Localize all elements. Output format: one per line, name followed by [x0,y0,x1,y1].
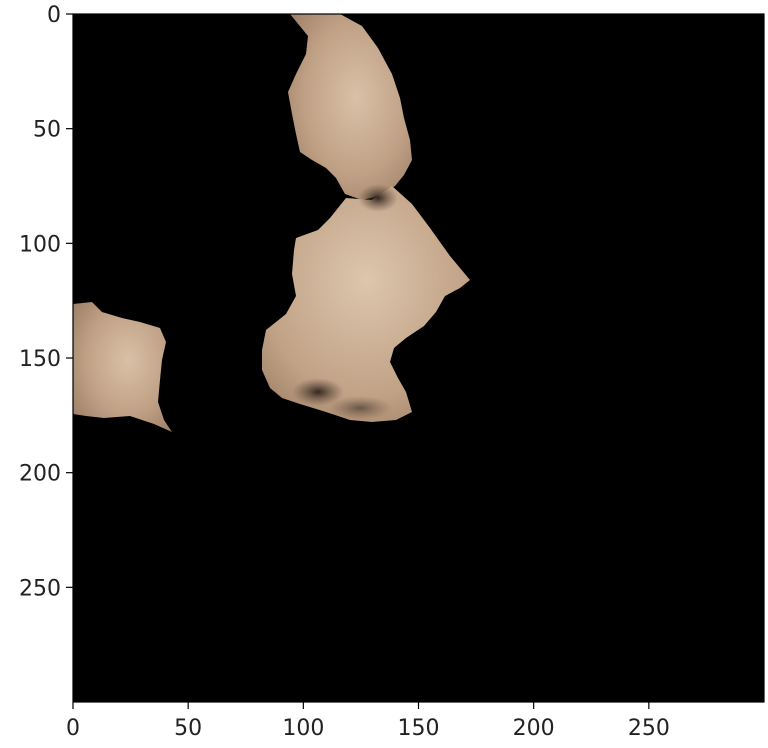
x-tick-label: 100 [282,716,324,741]
x-tick-label: 200 [513,716,555,741]
y-tick-label: 200 [19,462,61,487]
skin-region-upper [288,14,412,200]
y-tick-label: 250 [19,576,61,601]
skin-region-lower [262,186,470,422]
y-tick-label: 150 [19,347,61,372]
x-tick-label: 50 [174,716,202,741]
shadow-patch [328,396,392,420]
y-tick-label: 0 [47,3,61,28]
shadow-patch [358,184,398,212]
x-tick-label: 250 [628,716,670,741]
skin-region-left [73,302,172,432]
y-axis: 0 50 100 150 200 250 [19,3,73,601]
y-tick-label: 100 [19,232,61,257]
x-axis: 0 50 100 150 200 250 [66,702,670,741]
x-tick-label: 0 [66,716,80,741]
x-tick-label: 150 [398,716,440,741]
y-tick-label: 50 [33,118,61,143]
image-area [73,14,764,702]
shadow-patch [292,378,344,406]
